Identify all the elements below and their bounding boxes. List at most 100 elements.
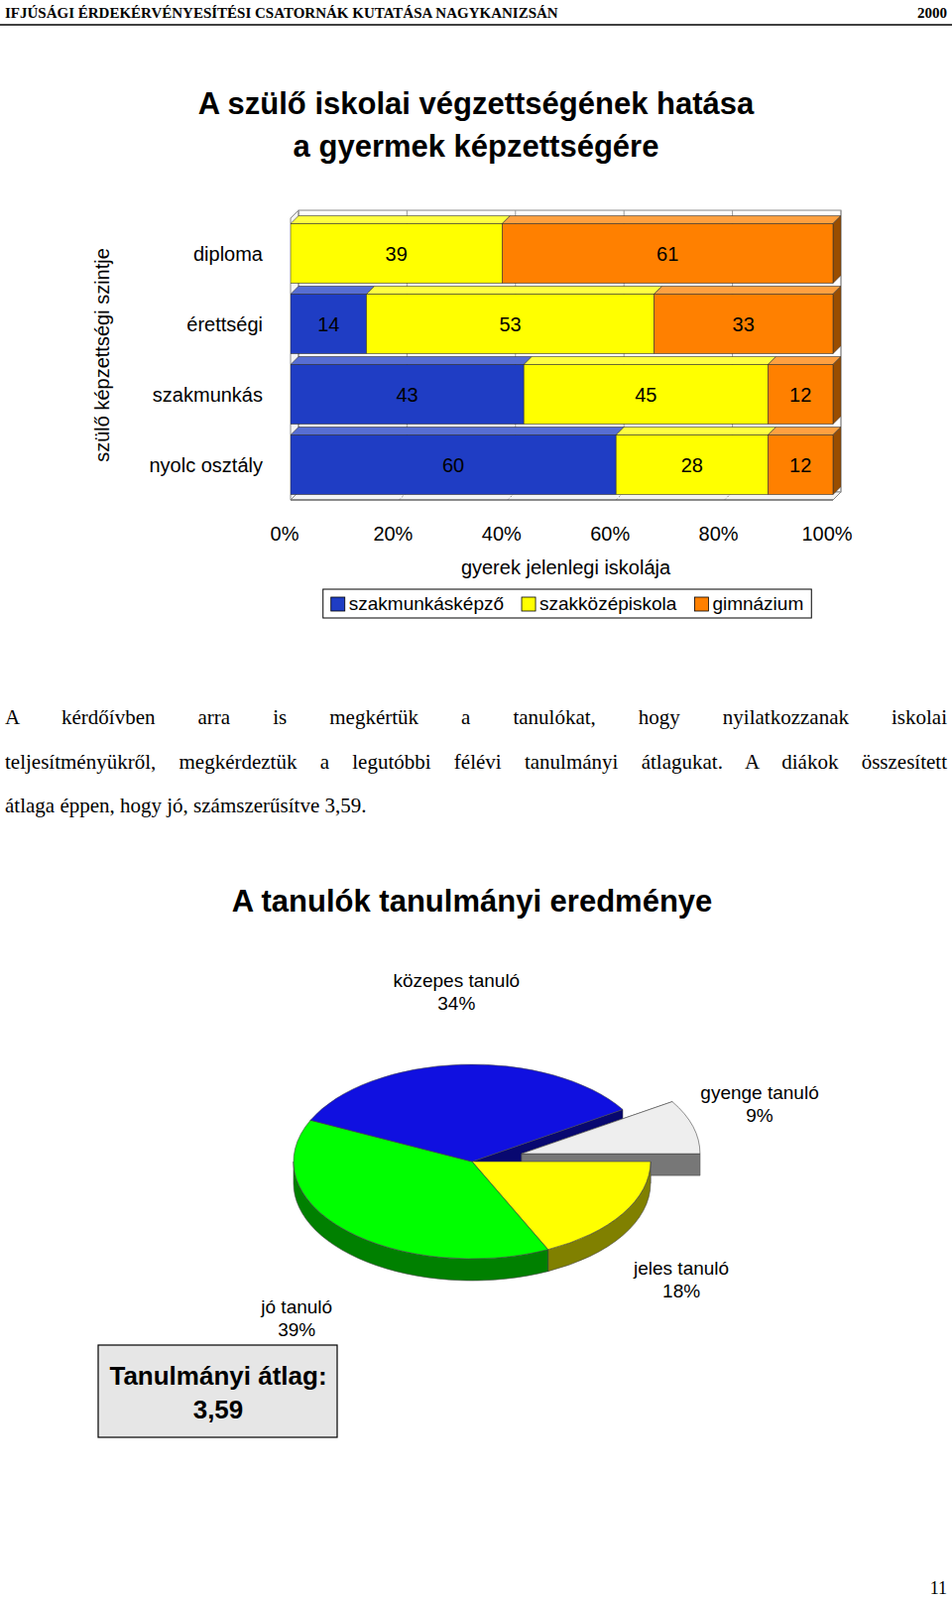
- tick-label: 100%: [801, 522, 852, 545]
- category-label: szakmunkás: [152, 383, 263, 406]
- bar-segment: [290, 216, 510, 284]
- bar-segment: [290, 357, 532, 425]
- pie-labels: jeles tanuló18% jó tanuló39% közepes tanul…: [259, 969, 819, 1340]
- bars: [290, 216, 841, 495]
- bar-chart: A szülő iskolai végzettségének hatása a g…: [91, 86, 853, 618]
- bar-front: [615, 435, 768, 495]
- pie-slice: [521, 1101, 701, 1155]
- bar-side: [833, 216, 841, 284]
- y-axis-label: szülő képzettségi szintje: [91, 247, 114, 463]
- annotation-box: [98, 1344, 338, 1437]
- data-label: 14: [317, 313, 340, 336]
- bar-segment: [501, 216, 841, 284]
- bar-top: [523, 357, 776, 365]
- data-label: 61: [656, 242, 679, 265]
- bar-top: [290, 357, 532, 365]
- x-axis-label: gyerek jelenlegi iskolája: [461, 556, 672, 579]
- tick-label: 40%: [481, 522, 522, 545]
- bar-segment: [767, 357, 841, 425]
- bar-segment: [290, 427, 624, 495]
- data-label: 53: [498, 313, 521, 336]
- tick-label: 60%: [590, 522, 630, 545]
- bar-segment: [767, 427, 841, 495]
- tick-label: 80%: [699, 522, 739, 545]
- data-label: 12: [789, 383, 812, 406]
- chart-title-line: A szülő iskolai végzettségének hatása: [198, 86, 755, 121]
- bar-front: [290, 364, 524, 425]
- legend-label: szakmunkásképző: [349, 593, 504, 614]
- slice-value: 39%: [277, 1318, 316, 1340]
- bar-segment: [366, 286, 663, 355]
- data-label: 45: [634, 383, 657, 406]
- bar-side: [833, 357, 841, 425]
- bar-top: [767, 357, 841, 365]
- data-label: 12: [789, 454, 812, 476]
- paragraph-line: A kérdőívben arra is megkértük a tanulók…: [4, 704, 948, 730]
- legend-swatch: [521, 596, 536, 611]
- data-label: 60: [442, 454, 465, 476]
- slice-name: gyenge tanuló: [700, 1081, 819, 1103]
- bar-top: [615, 427, 776, 436]
- bar-segment: [290, 286, 375, 355]
- page: IFJÚSÁGI ÉRDEKÉRVÉNYESÍTÉSI CSATORNÁK KU…: [0, 0, 952, 1600]
- chart-title-line: a gyermek képzettségére: [293, 128, 660, 164]
- annotation-text: Tanulmányi átlag:3,59: [109, 1360, 327, 1425]
- bar-front: [523, 364, 768, 425]
- paragraph-line: teljesítményükről, megkérdeztük a legutó…: [4, 748, 948, 775]
- tick-label: 20%: [372, 522, 413, 545]
- bar-front: [290, 224, 502, 284]
- bar-segment: [523, 357, 776, 425]
- header-rule: [0, 23, 952, 26]
- bar-top: [290, 216, 510, 225]
- bar-top: [653, 286, 841, 295]
- bar-front: [290, 294, 367, 355]
- bar-front: [653, 294, 833, 355]
- bar-top: [290, 427, 624, 436]
- chart-title: A tanulók tanulmányi eredménye: [232, 883, 714, 919]
- header-title: IFJÚSÁGI ÉRDEKÉRVÉNYESÍTÉSI CSATORNÁK KU…: [4, 4, 559, 21]
- annotation: Tanulmányi átlag:3,59: [98, 1344, 338, 1437]
- legend-box: [323, 589, 813, 618]
- tick-label: 0%: [270, 522, 300, 545]
- slice-name: jeles tanuló: [632, 1257, 729, 1279]
- data-labels: 39 61 14 53 33 43 45 12 60 28 12: [317, 242, 812, 476]
- legend-label: szakközépiskola: [539, 593, 678, 614]
- category-label: nyolc osztály: [149, 454, 264, 476]
- bar-front: [366, 294, 655, 355]
- category-label: diploma: [193, 242, 264, 265]
- annotation-line: Tanulmányi átlag:: [109, 1360, 327, 1391]
- legend: szakmunkásképző szakközépiskola gimnázium: [323, 589, 813, 618]
- bar-top: [366, 286, 663, 295]
- x-axis-line: [290, 499, 833, 501]
- legend-label: gimnázium: [712, 593, 804, 614]
- bar-segment: [653, 286, 841, 355]
- bar-top: [290, 286, 375, 295]
- pie-tops: [293, 1064, 701, 1259]
- slice-value: 9%: [745, 1104, 774, 1126]
- slice-value: 34%: [437, 992, 476, 1014]
- bar-front: [767, 364, 833, 425]
- bar-segment: [615, 427, 776, 495]
- data-label: 28: [681, 454, 704, 476]
- bar-front: [501, 224, 833, 284]
- chart-title: A szülő iskolai végzettségének hatása a g…: [198, 86, 755, 164]
- header-year: 2000: [917, 4, 948, 21]
- data-label: 43: [395, 383, 418, 406]
- annotation-line: 3,59: [193, 1394, 244, 1425]
- bar-front: [767, 435, 833, 495]
- data-label: 39: [385, 242, 408, 265]
- legend-swatch: [331, 596, 346, 611]
- bar-side: [833, 286, 841, 355]
- slice-name: jó tanuló: [259, 1296, 333, 1317]
- bar-side: [833, 427, 841, 495]
- pie-chart: A tanulók tanulmányi eredménye jeles tanu…: [98, 883, 820, 1437]
- bar-front: [290, 435, 616, 495]
- data-label: 33: [732, 313, 755, 336]
- page-number: 11: [930, 1577, 948, 1598]
- paragraph-line: átlaga éppen, hogy jó, számszerűsítve 3,…: [4, 792, 948, 819]
- bar-top: [767, 427, 841, 436]
- slice-name: közepes tanuló: [392, 969, 520, 991]
- slice-value: 18%: [662, 1280, 701, 1302]
- category-label: érettségi: [186, 313, 263, 336]
- bar-top: [501, 216, 841, 225]
